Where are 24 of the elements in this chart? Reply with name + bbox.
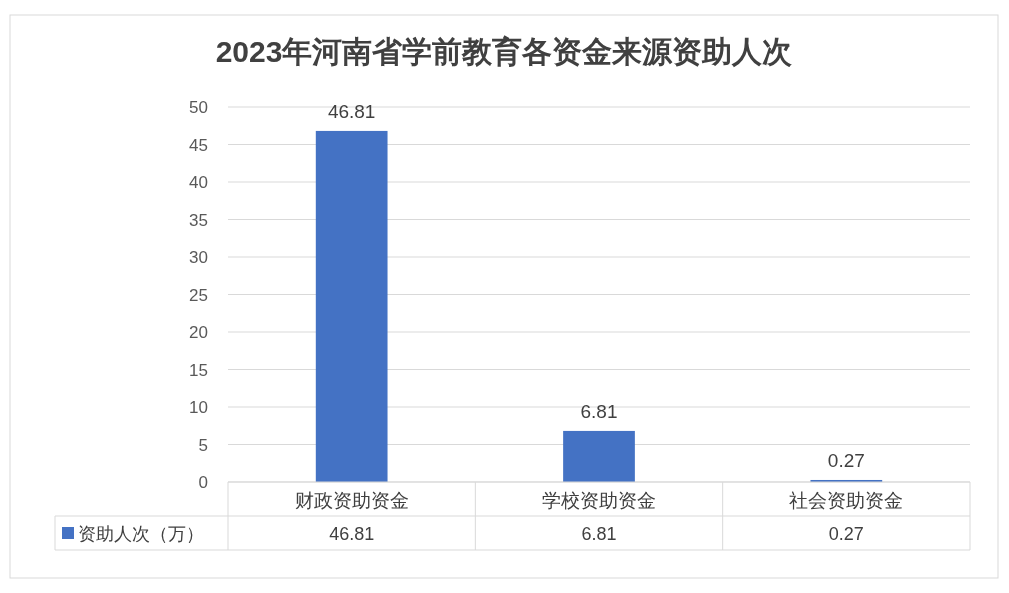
y-tick-label: 30	[189, 248, 208, 267]
y-tick-label: 20	[189, 323, 208, 342]
y-tick-label: 5	[198, 435, 208, 455]
y-tick-label: 40	[189, 173, 208, 192]
x-tick-label: 社会资助资金	[789, 490, 904, 511]
annotation: 46.81	[327, 100, 376, 122]
y-tick-label: 0	[198, 473, 208, 492]
legend-label: 资助人次（万）	[78, 524, 204, 544]
annotation: 0.27	[827, 449, 865, 471]
bar	[315, 130, 388, 482]
y-tick-label: 10	[189, 398, 208, 417]
y-tick-label: 35	[189, 210, 208, 230]
data-label: 6.81	[581, 524, 617, 544]
bar	[563, 430, 635, 482]
data-label: 0.27	[828, 524, 864, 544]
x-tick-label: 财政资助资金	[294, 490, 409, 511]
y-tick-label: 45	[189, 135, 208, 155]
y-tick-label: 50	[189, 98, 208, 117]
y-tick-label: 15	[189, 360, 208, 380]
data-label: 46.81	[329, 524, 375, 544]
chart-title: 2023年河南省学前教育各资金来源资助人次	[215, 35, 793, 68]
x-tick-label: 学校资助资金	[542, 490, 656, 511]
annotation: 6.81	[580, 400, 618, 422]
y-tick-label: 25	[189, 285, 208, 305]
